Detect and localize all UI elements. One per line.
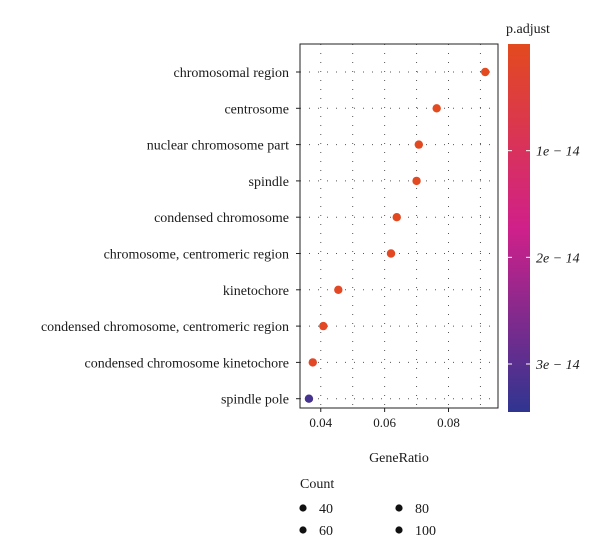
color-legend-title: p.adjust bbox=[506, 22, 550, 37]
y-axis-label: spindle pole bbox=[221, 393, 289, 408]
y-axis-label: chromosomal region bbox=[174, 66, 289, 81]
size-legend: Count 40 60 80 100 bbox=[299, 477, 436, 539]
data-point bbox=[319, 321, 328, 331]
size-legend-label: 40 bbox=[319, 502, 333, 517]
color-legend-ticks: 1e − 14 2e − 14 3e − 14 bbox=[508, 145, 580, 373]
y-axis-label: chromosome, centromeric region bbox=[104, 248, 289, 263]
plot-grid bbox=[300, 44, 498, 408]
y-axis-label: spindle bbox=[249, 175, 289, 190]
y-axis-label: centrosome bbox=[224, 102, 289, 117]
color-legend: p.adjust 1e − 14 2e − 14 3e − 14 bbox=[506, 22, 580, 412]
size-legend-dot bbox=[299, 504, 307, 512]
data-point bbox=[308, 358, 317, 367]
color-legend-tick-label: 3e − 14 bbox=[535, 358, 580, 373]
size-legend-dot bbox=[395, 526, 403, 534]
data-point bbox=[414, 140, 423, 149]
data-point bbox=[386, 249, 396, 258]
data-point bbox=[304, 394, 314, 403]
data-point bbox=[412, 176, 421, 186]
data-points bbox=[304, 67, 490, 403]
y-axis-label: condensed chromosome, centromeric region bbox=[41, 320, 289, 335]
color-legend-tick-label: 2e − 14 bbox=[536, 251, 580, 266]
x-axis-tick-label: 0.04 bbox=[309, 415, 332, 430]
x-axis-tick-label: 0.06 bbox=[373, 415, 396, 430]
size-legend-label: 60 bbox=[319, 524, 333, 539]
size-legend-title: Count bbox=[300, 477, 334, 492]
size-legend-dot bbox=[395, 504, 403, 512]
y-axis-label: condensed chromosome kinetochore bbox=[85, 356, 290, 371]
x-axis-tick-label: 0.08 bbox=[437, 415, 460, 430]
size-legend-label: 100 bbox=[415, 524, 436, 539]
x-axis-ticks: 0.04 0.06 0.08 bbox=[309, 408, 460, 430]
size-legend-items: 40 60 80 100 bbox=[299, 502, 436, 539]
data-point bbox=[334, 285, 343, 294]
size-legend-label: 80 bbox=[415, 502, 429, 517]
y-axis-labels: chromosomal region centrosome nuclear chro… bbox=[41, 66, 300, 408]
size-legend-dot bbox=[299, 526, 307, 534]
plot-panel bbox=[299, 43, 499, 409]
data-point bbox=[432, 104, 441, 113]
x-axis-title: GeneRatio bbox=[369, 451, 429, 466]
y-axis-label: nuclear chromosome part bbox=[147, 139, 289, 154]
y-axis-label: condensed chromosome bbox=[154, 211, 289, 226]
data-point bbox=[481, 67, 490, 77]
data-point bbox=[392, 213, 401, 222]
color-legend-tick-label: 1e − 14 bbox=[536, 145, 580, 160]
color-legend-bar bbox=[508, 44, 530, 412]
y-axis-label: kinetochore bbox=[223, 284, 289, 299]
